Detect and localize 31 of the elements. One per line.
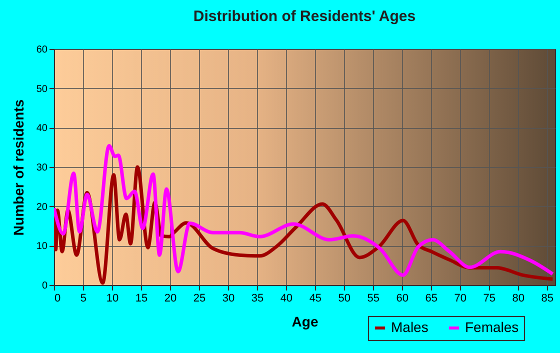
y-tick-label: 40 xyxy=(36,123,48,134)
legend-label: Males xyxy=(391,319,428,335)
y-tick-label: 50 xyxy=(36,84,48,95)
x-tick-label: 55 xyxy=(367,292,380,304)
x-tick-label: 5 xyxy=(80,292,87,304)
x-tick-label: 70 xyxy=(454,292,467,304)
x-tick-label: 50 xyxy=(338,292,351,304)
chart-title: Distribution of Residents' Ages xyxy=(193,8,416,25)
x-tick-label: 35 xyxy=(251,292,264,304)
line-series xyxy=(54,144,554,277)
x-tick-label: 10 xyxy=(106,292,119,304)
x-tick-label: 40 xyxy=(280,292,293,304)
x-tick-label: 0 xyxy=(54,292,61,304)
y-tick-label: 20 xyxy=(36,202,48,213)
legend-label: Females xyxy=(465,319,519,335)
y-tick-label: 0 xyxy=(42,280,48,292)
x-tick-label: 80 xyxy=(512,292,525,304)
y-tick-label: 60 xyxy=(36,44,48,56)
x-tick-label: 25 xyxy=(193,292,206,304)
x-tick-label: 30 xyxy=(222,292,235,304)
x-axis-title: Age xyxy=(292,314,318,330)
x-tick-label: 20 xyxy=(164,292,177,304)
y-axis-title: Number of residents xyxy=(10,99,26,236)
x-tick-label: 60 xyxy=(396,292,409,304)
x-tick-label: 65 xyxy=(425,292,438,304)
x-tick-label: 85 xyxy=(541,292,554,304)
x-tick-label: 75 xyxy=(483,292,496,304)
y-tick-label: 10 xyxy=(36,241,48,252)
x-tick-label: 15 xyxy=(135,292,148,304)
y-tick-label: 30 xyxy=(36,162,48,174)
x-tick-label: 45 xyxy=(309,292,322,304)
